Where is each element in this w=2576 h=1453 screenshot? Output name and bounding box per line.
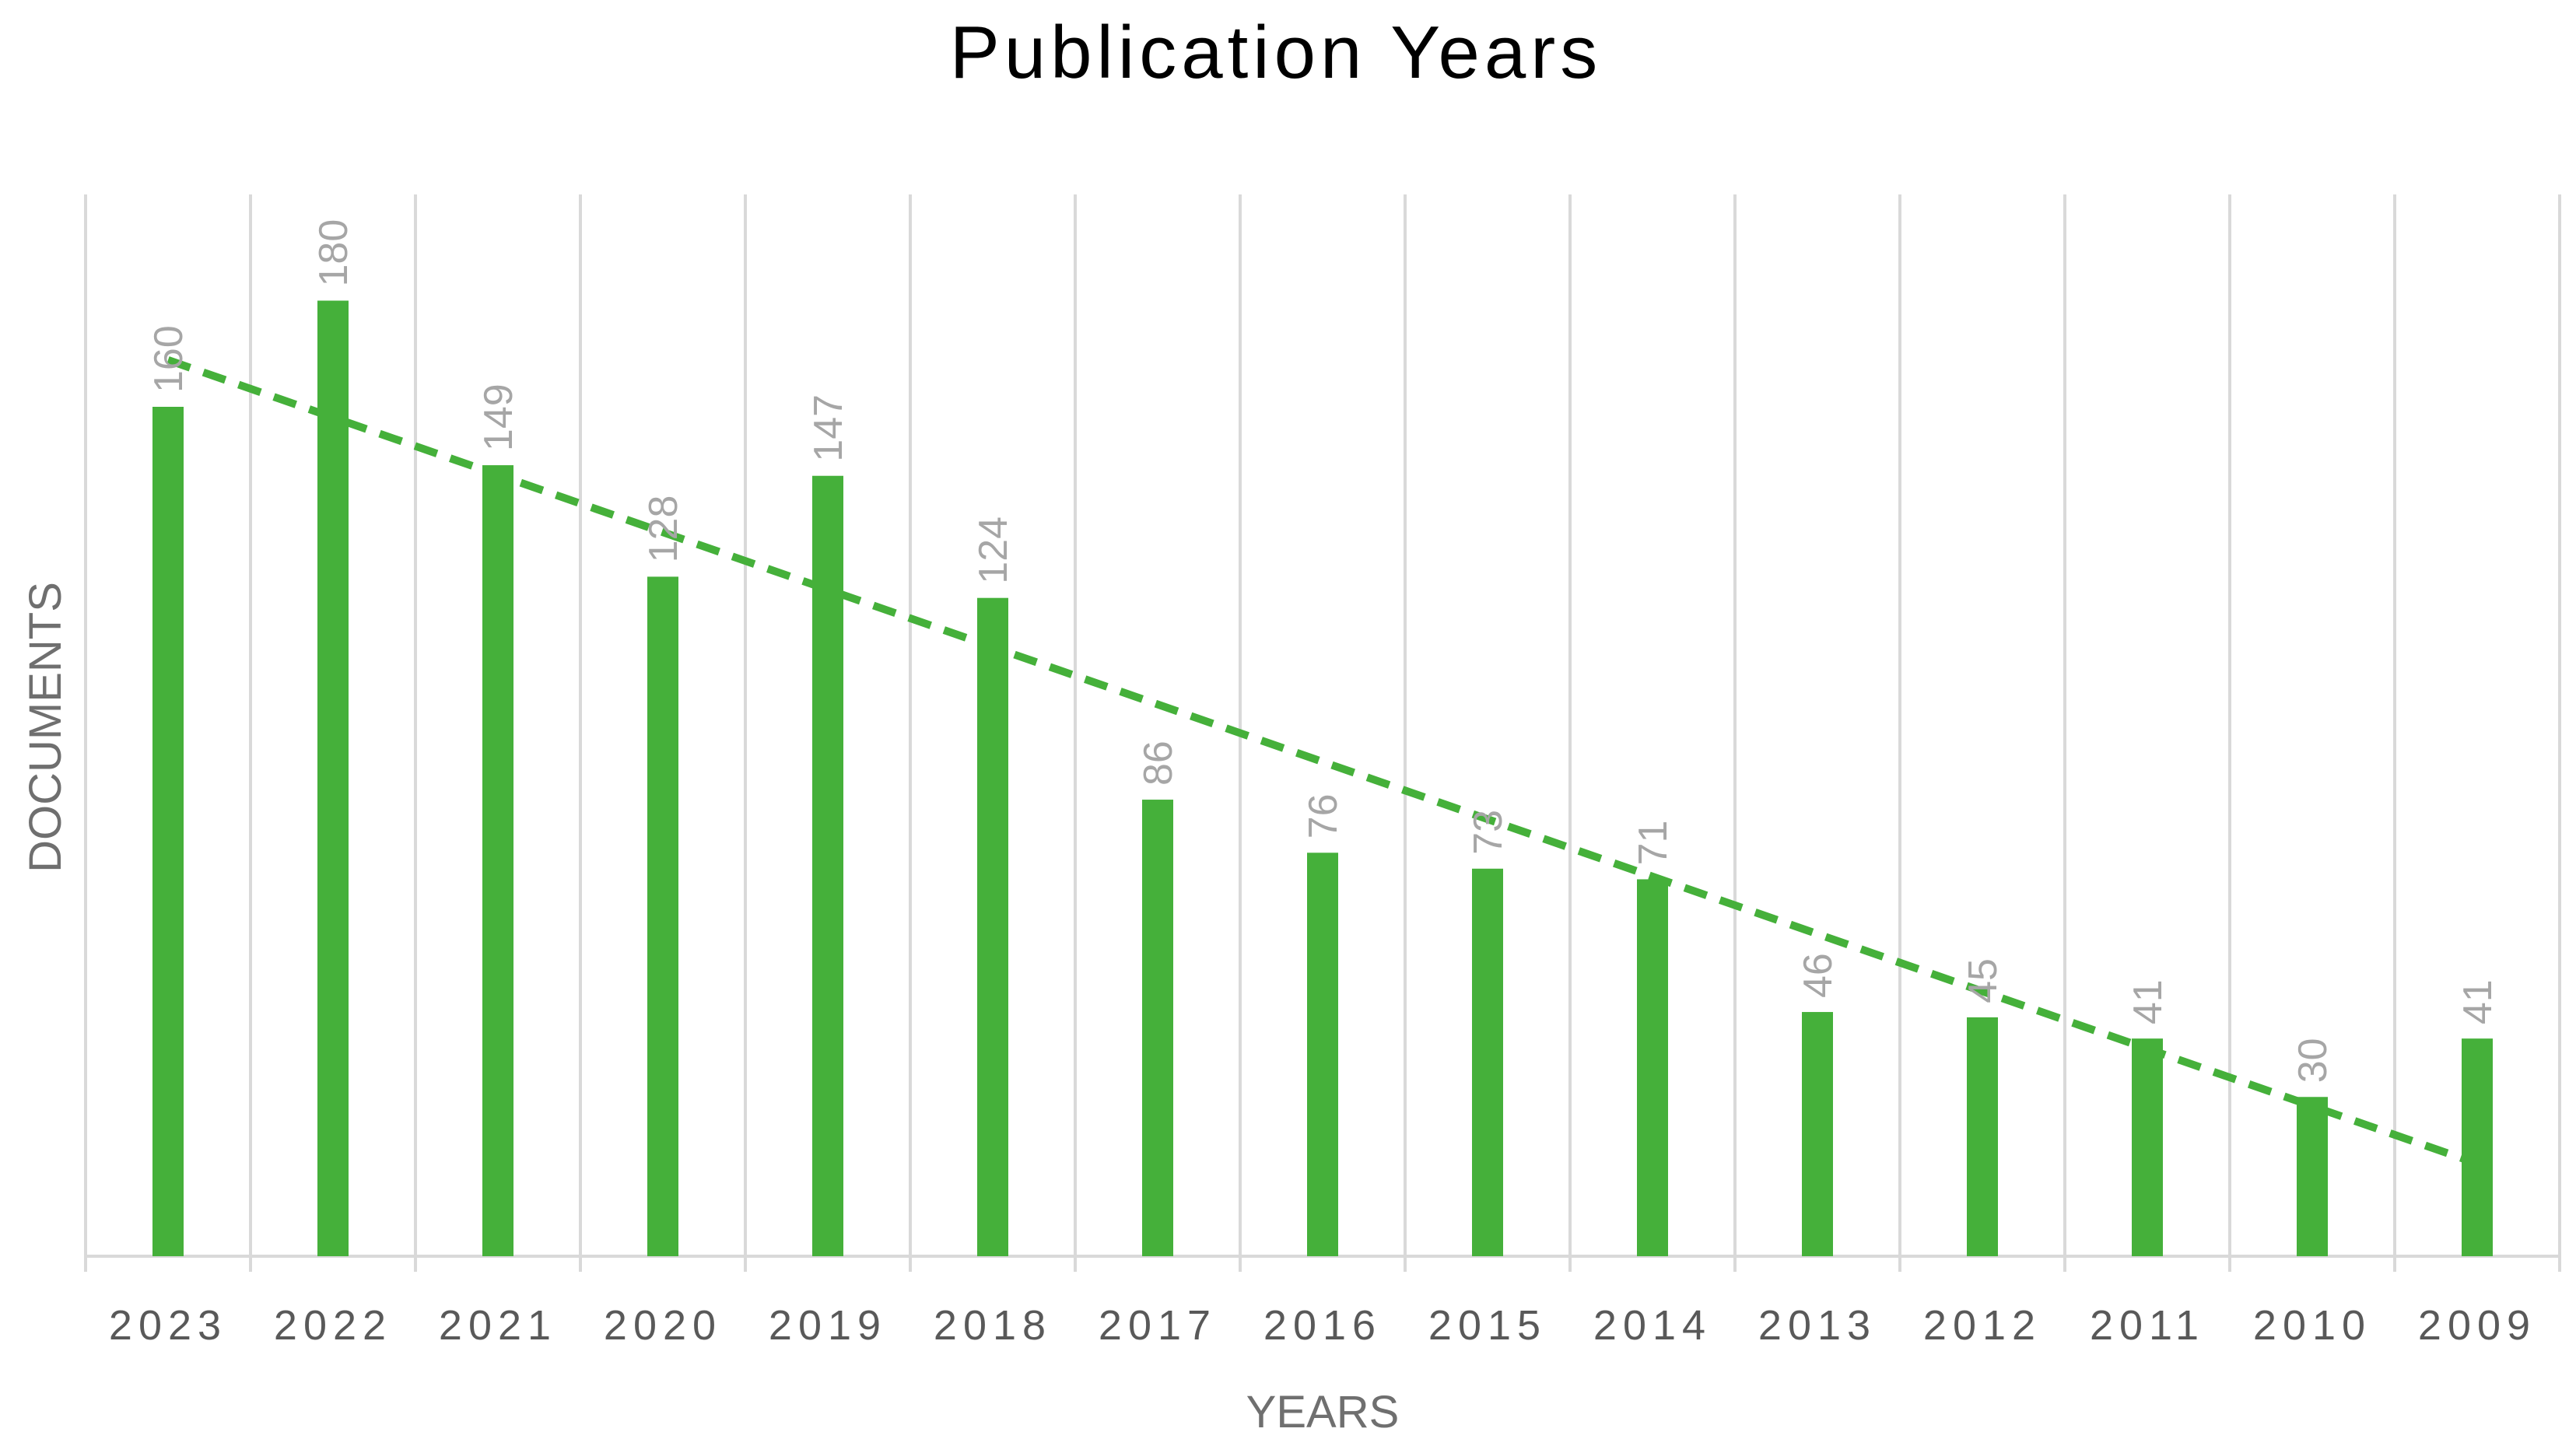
x-tick-2010: 2010 xyxy=(2253,1302,2371,1349)
bar-2017 xyxy=(1142,800,1173,1256)
data-label-2009: 41 xyxy=(2455,979,2501,1024)
data-label-2012: 45 xyxy=(1961,958,2006,1003)
data-label-2018: 124 xyxy=(971,516,1016,584)
bar-2011 xyxy=(2132,1038,2163,1256)
bar-2009 xyxy=(2462,1038,2493,1256)
data-label-2013: 46 xyxy=(1796,953,1841,998)
bar-2023 xyxy=(152,407,184,1256)
x-tick-2016: 2016 xyxy=(1263,1302,1382,1349)
x-tick-2015: 2015 xyxy=(1428,1302,1547,1349)
data-label-2016: 76 xyxy=(1301,793,1346,839)
x-tick-2014: 2014 xyxy=(1593,1302,1712,1349)
data-label-2014: 71 xyxy=(1631,821,1676,866)
data-label-2010: 30 xyxy=(2290,1038,2336,1083)
data-label-2011: 41 xyxy=(2126,979,2171,1024)
bar-2018 xyxy=(977,597,1008,1256)
x-tick-2017: 2017 xyxy=(1099,1302,1217,1349)
x-tick-2009: 2009 xyxy=(2418,1302,2536,1349)
x-tick-2019: 2019 xyxy=(769,1302,887,1349)
data-label-2022: 180 xyxy=(311,219,356,287)
data-label-2021: 149 xyxy=(476,383,521,451)
bar-2014 xyxy=(1637,879,1668,1256)
data-labels: 160 180 149 128 147 124 86 76 73 71 46 45 41 30 41 xyxy=(146,219,2501,1084)
data-label-2015: 73 xyxy=(1466,810,1511,855)
x-tick-2022: 2022 xyxy=(274,1302,392,1349)
chart-title: Publication Years xyxy=(950,11,1603,94)
bar-2012 xyxy=(1967,1017,1998,1256)
bar-2021 xyxy=(482,465,513,1256)
x-tick-2023: 2023 xyxy=(109,1302,227,1349)
data-label-2020: 128 xyxy=(641,495,686,563)
x-tick-2012: 2012 xyxy=(1923,1302,2042,1349)
x-tick-2011: 2011 xyxy=(2090,1302,2205,1349)
bar-2020 xyxy=(647,576,678,1256)
bar-2016 xyxy=(1307,853,1338,1256)
bar-2013 xyxy=(1802,1012,1833,1256)
x-tick-2021: 2021 xyxy=(439,1302,557,1349)
x-axis-title: YEARS xyxy=(1246,1387,1400,1437)
data-label-2019: 147 xyxy=(806,394,851,462)
bar-2022 xyxy=(317,300,349,1256)
bars xyxy=(152,300,2493,1256)
bar-2010 xyxy=(2297,1097,2328,1256)
trendline xyxy=(166,356,2479,1168)
y-axis-title: DOCUMENTS xyxy=(20,582,71,873)
x-tick-2018: 2018 xyxy=(934,1302,1052,1349)
data-label-2017: 86 xyxy=(1136,741,1181,786)
trendline-layer xyxy=(166,356,2479,1168)
x-tick-labels: 2023 2022 2021 2020 2019 2018 2017 2016 2015 2014… xyxy=(109,1302,2536,1349)
x-tick-2013: 2013 xyxy=(1758,1302,1877,1349)
x-tick-2020: 2020 xyxy=(604,1302,722,1349)
bar-2015 xyxy=(1472,868,1503,1256)
bar-2019 xyxy=(812,475,843,1256)
data-label-2023: 160 xyxy=(146,325,191,393)
